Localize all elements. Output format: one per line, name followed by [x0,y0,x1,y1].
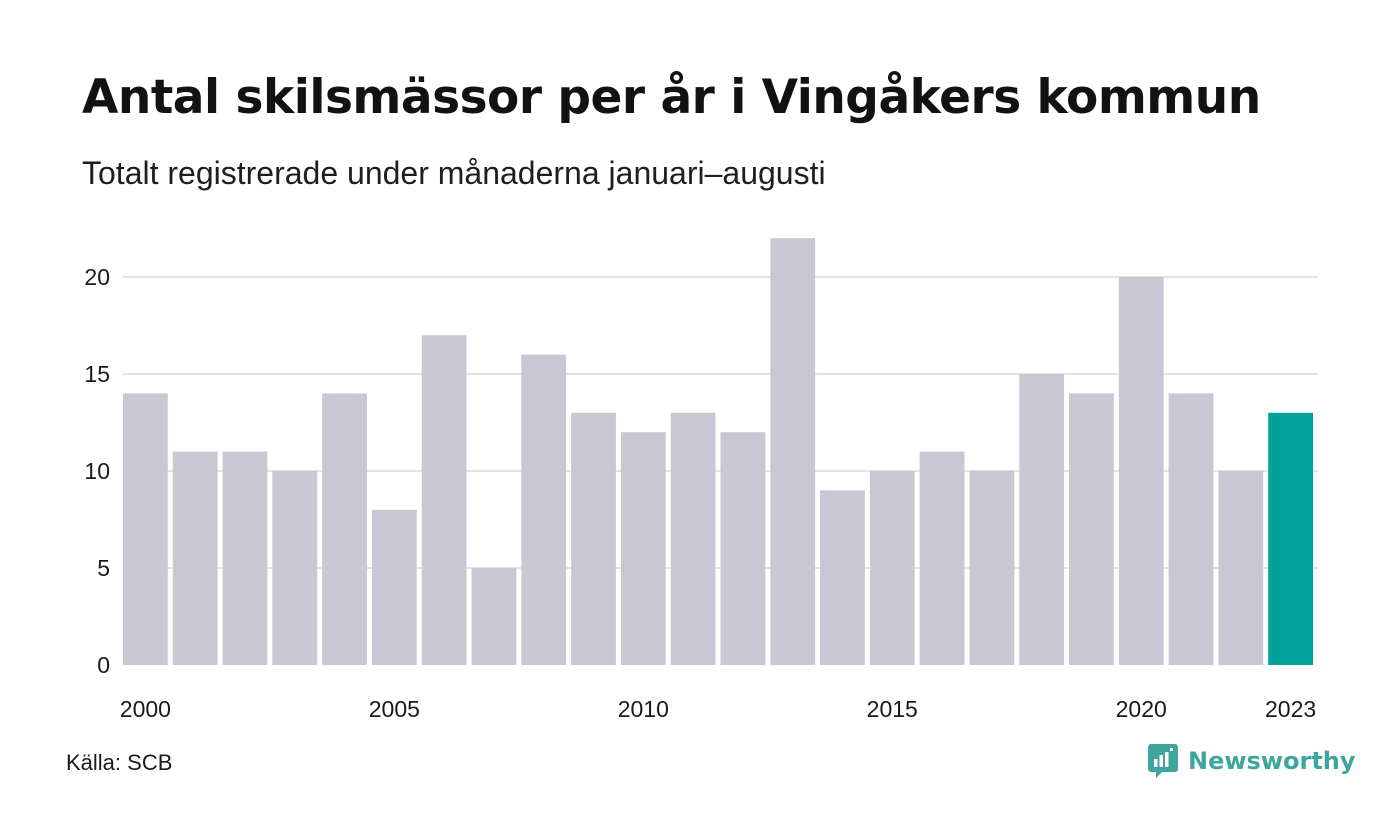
bars [123,238,1313,665]
y-axis-ticks: 0 5 10 15 20 [84,264,110,678]
x-tick-label: 2005 [369,696,420,722]
newsworthy-bar-chart-icon [1148,744,1178,778]
bar-2009 [571,412,616,665]
bar-2001 [172,451,218,665]
bar-2011 [670,412,716,665]
y-tick-label: 10 [84,458,110,484]
bar-2000 [123,393,168,665]
newsworthy-logo: Newsworthy [1148,744,1356,778]
x-tick-label: 2000 [120,696,171,722]
bar-2017 [969,471,1015,665]
source-note: Källa: SCB [66,750,173,775]
bar-2008 [521,354,567,665]
chart-title: Antal skilsmässor per år i Vingåkers kom… [82,70,1261,125]
y-tick-label: 15 [84,361,110,387]
bar-2018 [1019,374,1065,665]
logo-text: Newsworthy [1188,747,1356,775]
bar-2021 [1168,393,1214,665]
bar-2012 [720,432,766,665]
bar-2014 [820,490,865,665]
bar-2007 [471,568,517,665]
bar-2016 [919,451,965,665]
bar-2004 [322,393,367,665]
x-tick-label: 2023 [1265,696,1316,722]
chart-subtitle: Totalt registrerade under månaderna janu… [82,155,826,191]
y-tick-label: 5 [97,555,110,581]
bar-2010 [620,432,666,665]
bar-2023 [1268,412,1313,665]
bar-2002 [222,451,268,665]
bar-2015 [869,471,915,665]
bar-2020 [1118,277,1164,665]
bar-2005 [371,509,417,665]
bar-2006 [421,335,467,665]
x-axis-ticks: 2000 2005 2010 2015 2020 2023 [120,696,1316,722]
x-tick-label: 2010 [618,696,669,722]
x-tick-label: 2020 [1116,696,1167,722]
y-tick-label: 20 [84,264,110,290]
bar-2013 [770,238,816,665]
bar-2019 [1069,393,1114,665]
bar-2022 [1218,471,1264,665]
y-tick-label: 0 [97,652,110,678]
x-tick-label: 2015 [867,696,918,722]
bar-2003 [272,471,318,665]
